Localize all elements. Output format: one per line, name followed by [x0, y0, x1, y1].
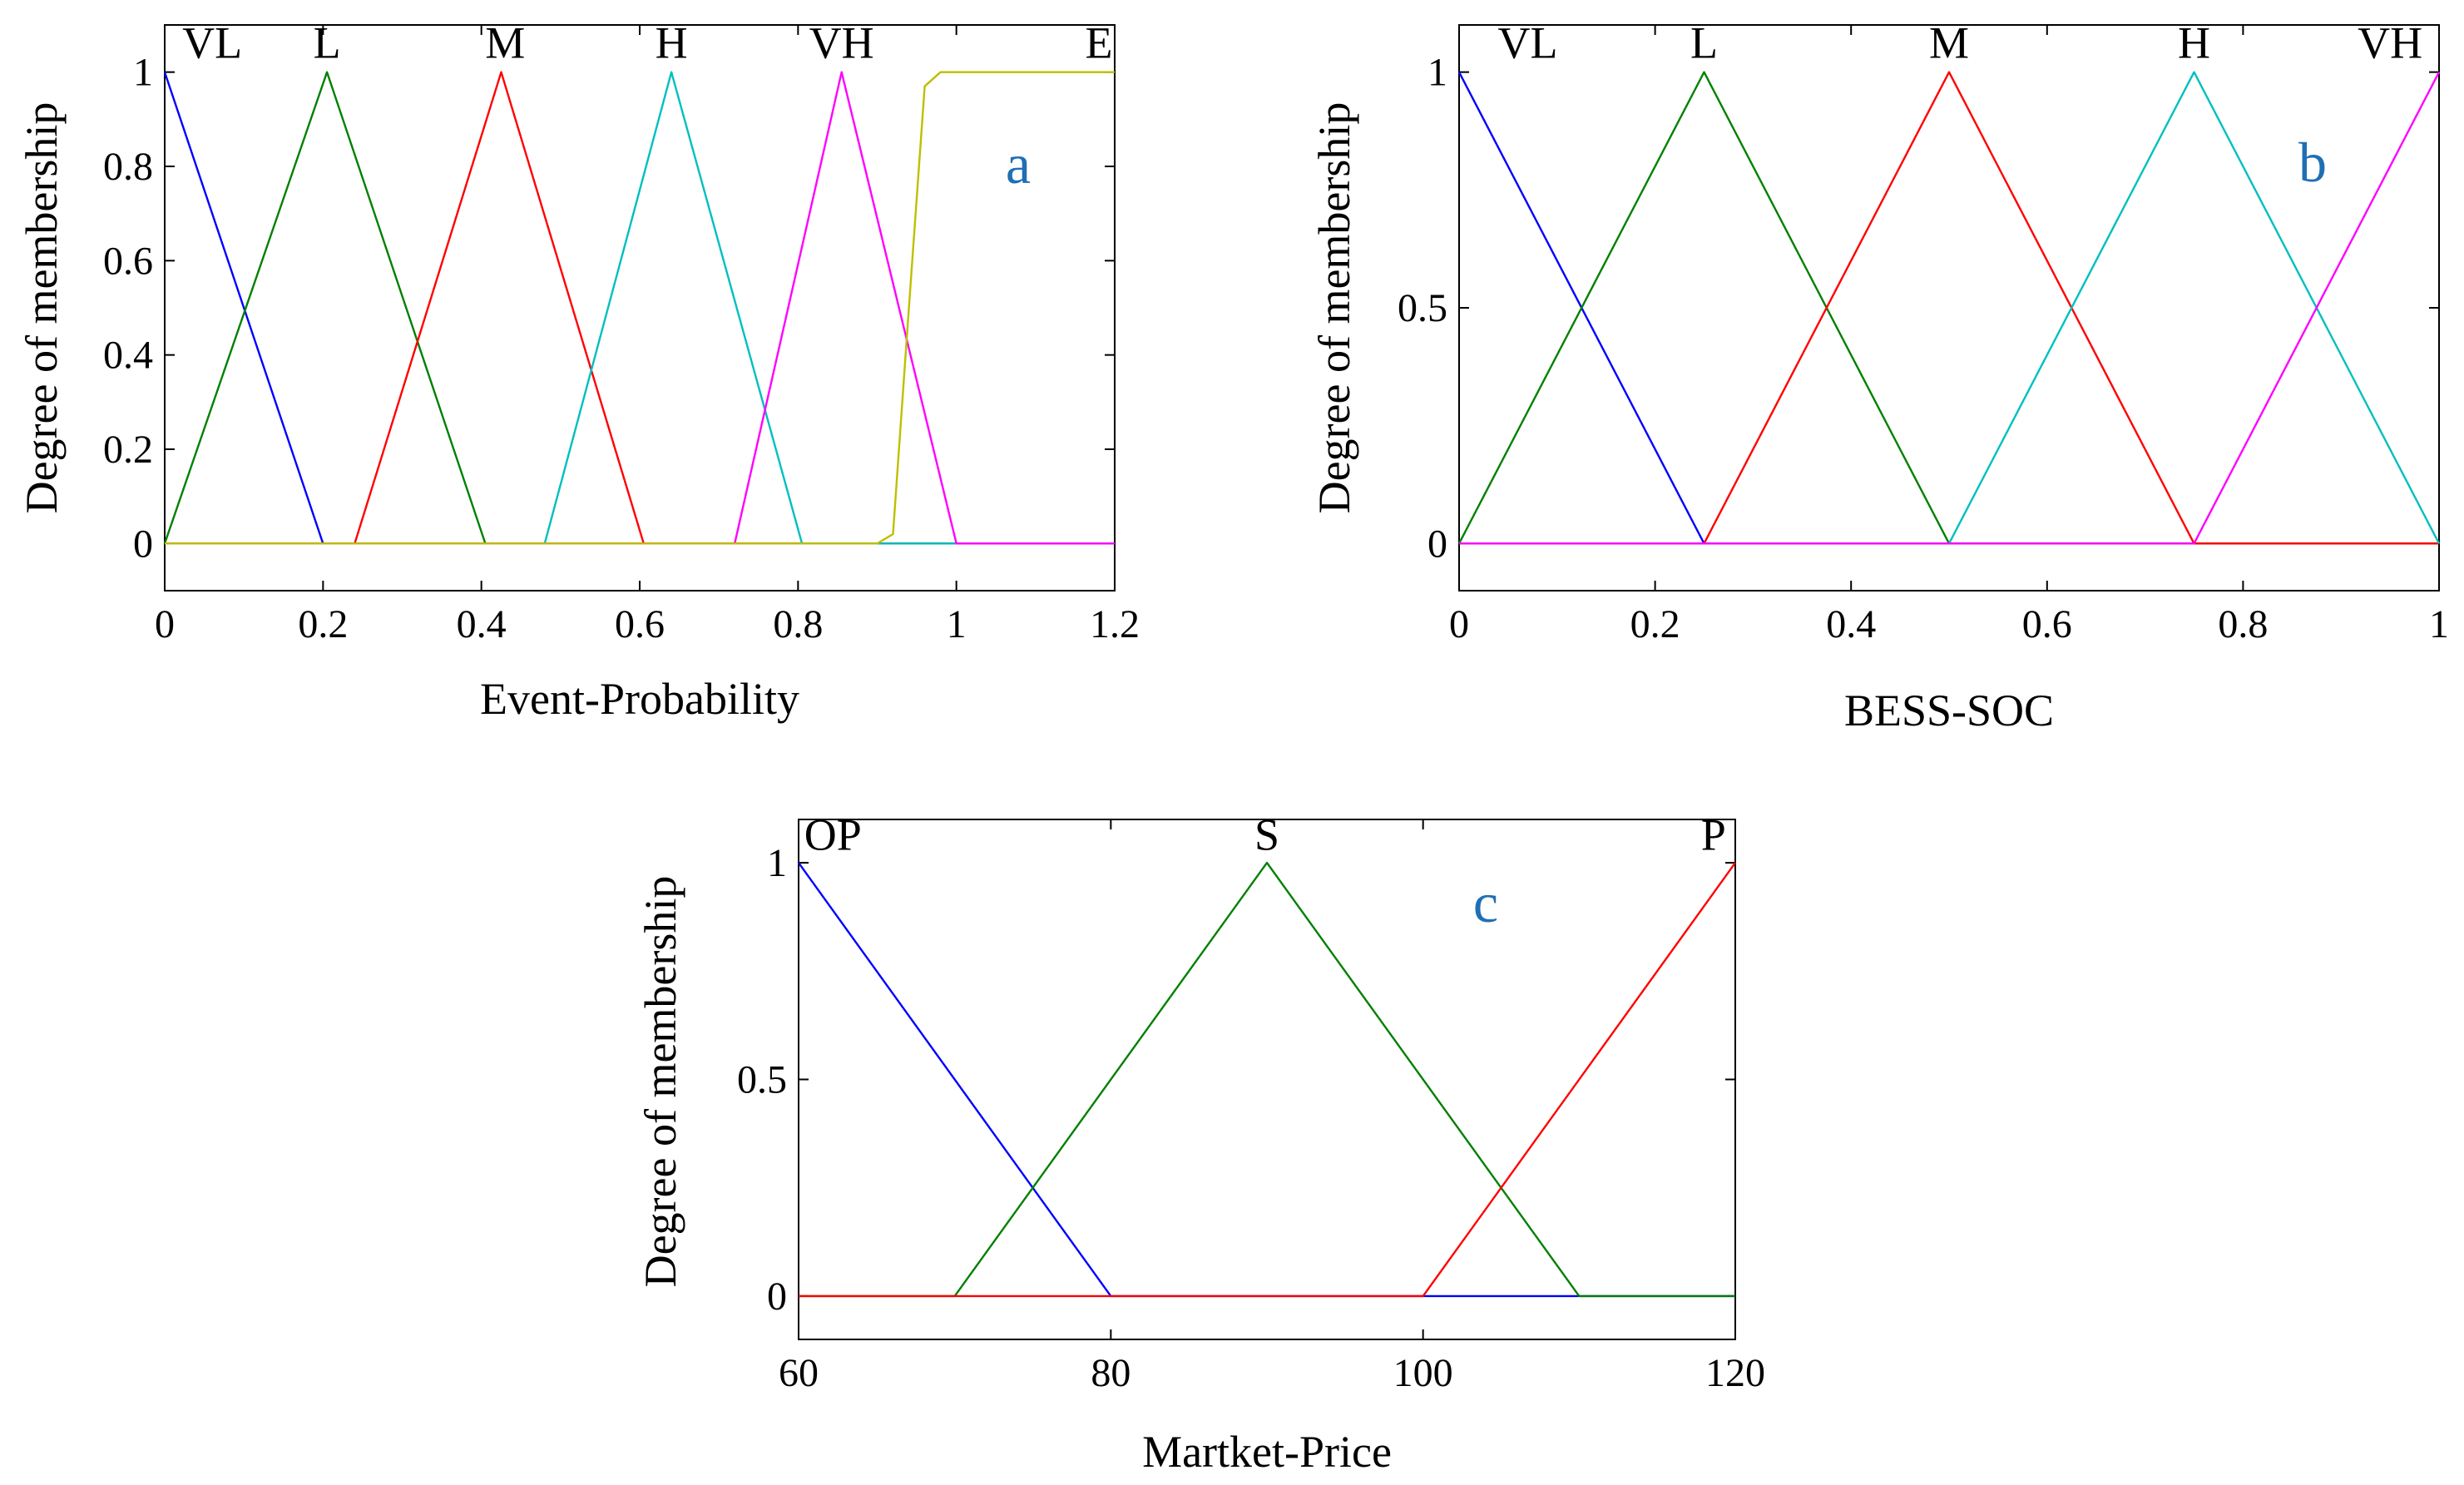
y-tick-label: 0 — [133, 522, 153, 566]
x-tick-label: 0.8 — [773, 602, 823, 646]
series-line-s-c — [799, 861, 1735, 1298]
panel-label-a: a — [1006, 132, 1031, 196]
series-line-vl-b — [1457, 72, 2439, 545]
axis-ticks-a: 0 0.2 0.4 0.6 0.8 1 1.2 0 0.2 0.4 0.6 0.8 1 — [103, 25, 1140, 646]
x-tick-label: 0 — [155, 602, 175, 646]
series-label-vh-a: VH — [809, 18, 874, 68]
x-tick-label: 1.2 — [1090, 602, 1140, 646]
x-tick-label: 1 — [947, 602, 967, 646]
series-line-op-c — [798, 862, 1735, 1298]
series-line-l-a — [163, 71, 1115, 545]
x-tick-label: 0.2 — [1630, 602, 1680, 646]
series-label-m-a: M — [485, 18, 525, 68]
series-label-l-a: L — [314, 18, 341, 68]
x-tick-label: 0.4 — [457, 602, 507, 646]
y-tick-label: 0.5 — [737, 1058, 787, 1102]
chart-panel-b: 0 0.2 0.4 0.6 0.8 1 0 0.5 1 VL L M H VH BESS-SOC Deg… — [1309, 18, 2449, 735]
y-tick-label: 0 — [767, 1275, 787, 1319]
series-line-e-a — [165, 71, 1115, 545]
series-label-h-a: H — [656, 18, 688, 68]
y-axis-label-a: Degree of membership — [17, 102, 67, 514]
y-tick-label: 1 — [133, 51, 153, 95]
chart-panel-a: 0 0.2 0.4 0.6 0.8 1 1.2 0 0.2 0.4 0.6 0.8 1 VL L M H VH E… — [17, 18, 1140, 724]
x-axis-label-c: Martket-Price — [1142, 1427, 1392, 1477]
y-tick-label: 0.2 — [103, 428, 153, 472]
series-label-h-b: H — [2178, 18, 2210, 68]
series-line-vh-a — [165, 71, 1115, 545]
y-tick-label: 0.6 — [103, 239, 153, 283]
axis-ticks-b: 0 0.2 0.4 0.6 0.8 1 0 0.5 1 — [1398, 25, 2449, 646]
series-label-e-a: E — [1085, 18, 1112, 68]
x-tick-label: 1 — [2429, 602, 2449, 646]
series-line-l-b — [1457, 71, 2439, 545]
series-label-vh-b: VH — [2358, 18, 2422, 68]
x-axis-label-a: Event-Probability — [480, 674, 799, 724]
y-tick-label: 0 — [1427, 522, 1447, 566]
x-tick-label: 0.8 — [2218, 602, 2268, 646]
y-tick-label: 0.4 — [103, 334, 153, 378]
series-label-m-b: M — [1929, 18, 1969, 68]
plot-area-b — [1458, 24, 2440, 592]
x-tick-label: 0.2 — [298, 602, 348, 646]
series-line-m-a — [165, 71, 1115, 545]
series-line-vh-b — [1459, 72, 2441, 545]
series-line-m-b — [1459, 71, 2439, 545]
x-tick-label: 60 — [779, 1351, 819, 1395]
series-label-p-c: P — [1701, 809, 1726, 859]
y-axis-label-b: Degree of membership — [1309, 102, 1359, 514]
x-tick-label: 0 — [1449, 602, 1469, 646]
panel-label-c: c — [1473, 871, 1498, 934]
series-label-l-b: L — [1690, 18, 1718, 68]
series-line-vl-a — [163, 72, 1115, 545]
series-label-vl-a: VL — [182, 18, 242, 68]
plot-area-a — [164, 24, 1116, 592]
x-axis-label-b: BESS-SOC — [1844, 686, 2054, 735]
panel-label-b: b — [2298, 131, 2327, 194]
y-tick-label: 0.8 — [103, 145, 153, 189]
chart-panel-c: 60 80 100 120 0 0.5 1 OP S P Martket-Price Degre… — [636, 809, 1765, 1477]
x-tick-label: 0.4 — [1826, 602, 1876, 646]
x-tick-label: 100 — [1393, 1351, 1453, 1395]
y-axis-label-c: Degree of membership — [636, 876, 685, 1288]
series-line-h-b — [1459, 71, 2441, 545]
x-tick-label: 80 — [1091, 1351, 1131, 1395]
plot-area-c — [798, 819, 1736, 1340]
y-tick-label: 1 — [1427, 51, 1447, 95]
y-tick-label: 0.5 — [1398, 286, 1447, 330]
series-line-p-c — [799, 862, 1736, 1298]
series-label-s-c: S — [1254, 809, 1279, 859]
axis-ticks-c: 60 80 100 120 0 0.5 1 — [737, 819, 1765, 1395]
series-label-vl-b: VL — [1497, 18, 1557, 68]
y-tick-label: 1 — [767, 841, 787, 885]
x-tick-label: 0.6 — [615, 602, 665, 646]
x-tick-label: 120 — [1705, 1351, 1765, 1395]
series-group-a: VL L M H VH E — [163, 18, 1115, 545]
series-group-c: OP S P — [798, 809, 1736, 1298]
series-group-b: VL L M H VH — [1457, 18, 2441, 545]
series-label-op-c: OP — [804, 809, 862, 859]
x-tick-label: 0.6 — [2022, 602, 2072, 646]
series-line-h-a — [165, 71, 1115, 545]
